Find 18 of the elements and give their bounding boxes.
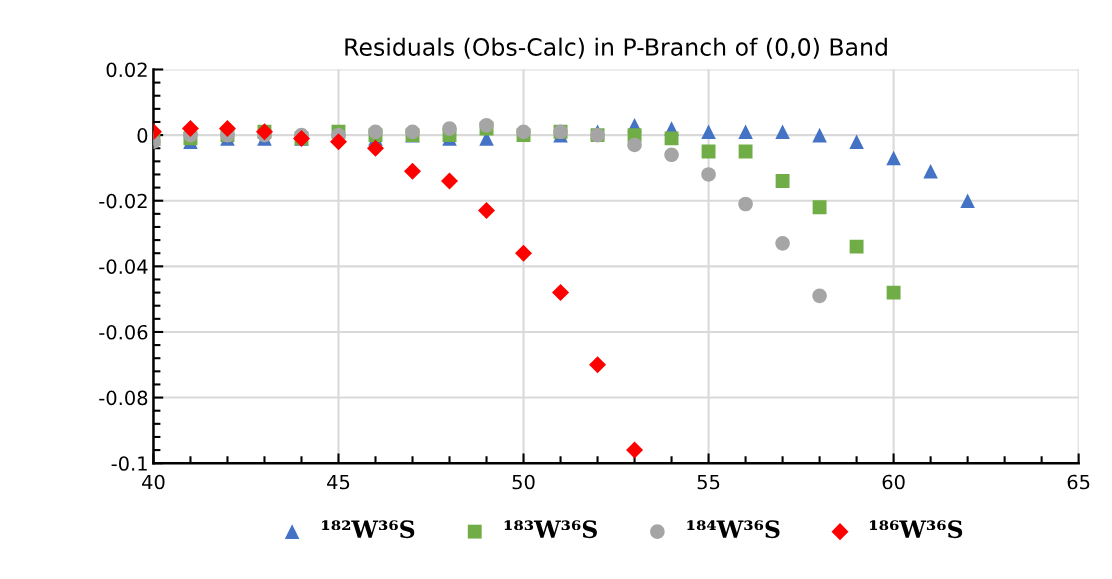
y-tick-label: -0.08 bbox=[99, 390, 148, 406]
legend-label: ¹⁸⁶W³⁶S bbox=[869, 520, 963, 539]
y-tick-label: -0.04 bbox=[99, 259, 148, 274]
y-tick-label: -0.02 bbox=[99, 193, 147, 209]
x-tick-label: 65 bbox=[1067, 474, 1090, 490]
x-tick-label: 50 bbox=[512, 474, 535, 490]
chart-title: Residuals (Obs-Calc) in P-Branch of (0,0) Band bbox=[345, 37, 887, 59]
x-tick-label: 45 bbox=[327, 474, 350, 490]
y-tick-label: 0 bbox=[137, 128, 148, 143]
legend-label: ¹⁸⁴W³⁶S bbox=[687, 520, 780, 539]
y-tick-label: -0.06 bbox=[99, 324, 148, 340]
legend-label: ¹⁸²W³⁶S bbox=[322, 520, 415, 539]
legend-label: ¹⁸³W³⁶S bbox=[504, 520, 597, 539]
y-tick-label: 0.02 bbox=[106, 62, 147, 78]
x-tick-label: 60 bbox=[882, 474, 905, 490]
x-tick-label: 55 bbox=[697, 474, 720, 490]
x-tick-label: 40 bbox=[142, 474, 165, 490]
y-tick-label: -0.1 bbox=[111, 456, 147, 471]
